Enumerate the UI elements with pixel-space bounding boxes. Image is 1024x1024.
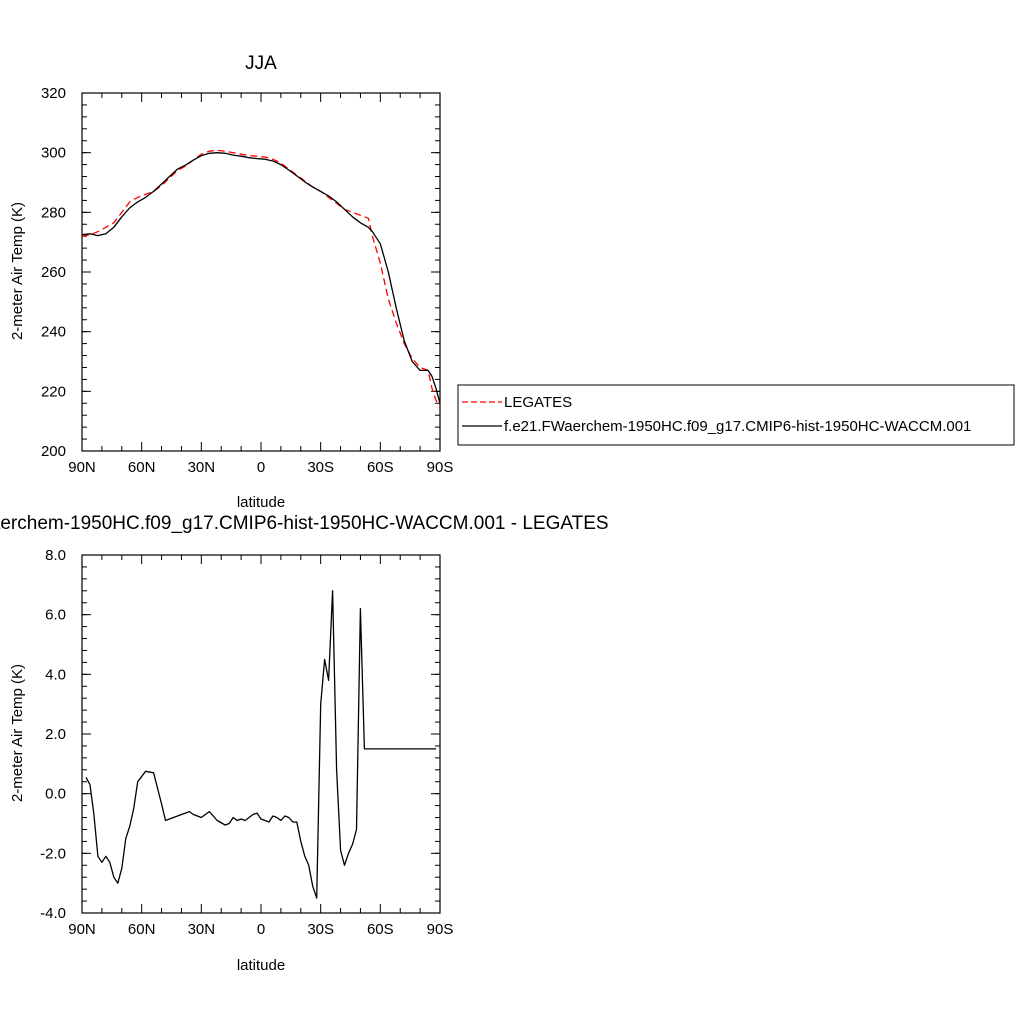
x-tick-label: 0 [257,921,265,938]
y-tick-label: 260 [41,264,66,281]
y-tick-label: 240 [41,324,66,341]
y-tick-label: -4.0 [40,905,66,922]
x-tick-label: 60S [367,921,394,938]
x-tick-label: 30S [307,459,334,476]
x-tick-label: 90N [68,459,96,476]
bottom-y-axis-label: 2-meter Air Temp (K) [9,664,26,802]
series-line-difference [85,590,436,899]
top-plot-area: 90N 60N 30N 0 30S 60S 90S 200 220 240 260 280 300 320 [41,85,453,476]
top-panel: JJA 90N 60N 30N 0 30S 60S 90S 200 220 240 260 280 30… [9,53,453,511]
legend-label-legates: LEGATES [504,394,572,411]
x-tick-label: 90S [427,459,454,476]
y-tick-label: 200 [41,443,66,460]
y-tick-label: -2.0 [40,845,66,862]
x-tick-label: 30N [188,921,216,938]
top-y-axis-label: 2-meter Air Temp (K) [9,202,26,340]
series-line-model [81,152,441,404]
legend: LEGATES f.e21.FWaerchem-1950HC.f09_g17.C… [457,384,1015,446]
series-line-legates [81,149,441,407]
x-tick-label: 30N [188,459,216,476]
y-tick-label: 280 [41,204,66,221]
y-tick-label: 220 [41,383,66,400]
legend-label-model: f.e21.FWaerchem-1950HC.f09_g17.CMIP6-his… [504,418,971,435]
x-tick-label: 60S [367,459,394,476]
plot-frame [81,554,441,914]
y-tick-label: 8.0 [45,547,66,564]
y-tick-label: 0.0 [45,786,66,803]
legend-box [457,384,1015,446]
y-tick-label: 2.0 [45,726,66,743]
x-tick-label: 90N [68,921,96,938]
plot-frame [81,92,441,452]
top-chart-title: JJA [245,53,277,74]
x-tick-label: 60N [128,921,156,938]
x-tick-label: 60N [128,459,156,476]
x-tick-label: 0 [257,459,265,476]
bottom-plot-area: 90N 60N 30N 0 30S 60S 90S -4.0 -2.0 0.0 2.0 4.0 6.0 8… [40,547,453,938]
bottom-chart-title: f.e21.FWaerchem-1950HC.f09_g17.CMIP6-his… [0,513,609,534]
y-tick-label: 320 [41,85,66,102]
y-tick-label: 300 [41,145,66,162]
y-tick-label: 4.0 [45,666,66,683]
bottom-x-axis-label: latitude [237,957,285,974]
top-x-axis-label: latitude [237,494,285,511]
x-tick-label: 30S [307,921,334,938]
bottom-panel: f.e21.FWaerchem-1950HC.f09_g17.CMIP6-his… [0,513,609,974]
y-tick-label: 6.0 [45,607,66,624]
x-tick-label: 90S [427,921,454,938]
